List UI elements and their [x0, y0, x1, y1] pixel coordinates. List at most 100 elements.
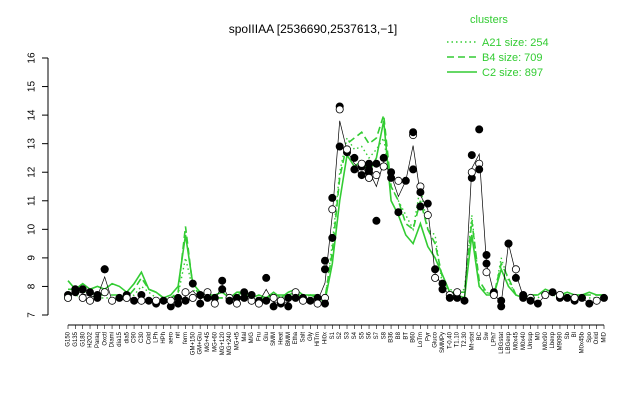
data-point [438, 285, 447, 294]
data-point [372, 216, 381, 225]
x-tick-label: MiD [602, 331, 608, 342]
x-tick-label: GM+150 [190, 331, 196, 355]
data-point [350, 153, 359, 162]
data-point [350, 165, 359, 174]
data-point [269, 293, 278, 302]
data-point [342, 145, 351, 154]
data-point [159, 296, 168, 305]
data-point [482, 259, 491, 268]
x-tick-label: B8 [396, 331, 402, 339]
data-point [291, 293, 300, 302]
data-point [284, 293, 293, 302]
x-tick-label: MG+45 [205, 331, 211, 352]
data-point [431, 273, 440, 282]
data-point [174, 293, 183, 302]
x-tick-label: MG+240 [227, 331, 233, 355]
data-point [108, 296, 117, 305]
data-point [423, 211, 432, 220]
data-point [394, 176, 403, 185]
data-point [482, 250, 491, 259]
y-tick-label: 9 [27, 255, 38, 261]
data-point [78, 285, 87, 294]
data-point [320, 265, 329, 274]
data-point [379, 162, 388, 171]
x-tick-label: Gly [308, 332, 314, 341]
y-tick-label: 7 [27, 312, 38, 318]
data-point [144, 296, 153, 305]
series-line-dashed [68, 114, 604, 299]
data-point [254, 299, 263, 308]
data-point [519, 293, 528, 302]
data-point [497, 296, 506, 305]
data-point [86, 288, 95, 297]
data-point [379, 153, 388, 162]
x-tick-label: Diami [110, 332, 116, 347]
x-tick-label: BT [403, 332, 409, 340]
data-point [218, 285, 227, 294]
data-point [218, 276, 227, 285]
x-tick-label: HPh [161, 332, 167, 344]
data-point [225, 296, 234, 305]
data-point [423, 199, 432, 208]
x-tick-label: MG+t5 [234, 331, 240, 350]
data-point [600, 293, 609, 302]
x-tick-label: BC [477, 331, 483, 340]
data-point [181, 288, 190, 297]
data-point [563, 293, 572, 302]
data-point [482, 268, 491, 277]
x-tick-label: S1 [330, 331, 336, 339]
x-tick-label: MG+60 [212, 331, 218, 352]
data-point [64, 293, 73, 302]
data-point [401, 176, 410, 185]
x-tick-label: Glu [264, 332, 270, 341]
data-point [475, 165, 484, 174]
x-tick-label: Bl [572, 332, 578, 337]
data-point [372, 171, 381, 180]
y-axis: 7 8 9 10 11 12 13 14 15 16 [27, 52, 49, 318]
chart-title: spoIIIAA [2536690,2537613,−1] [229, 22, 397, 36]
data-point [475, 125, 484, 134]
x-tick-label: G135 [73, 331, 79, 346]
x-tick-label: Heat [279, 332, 285, 345]
data-point [166, 296, 175, 305]
data-point [533, 299, 542, 308]
data-point [188, 293, 197, 302]
data-point [269, 302, 278, 311]
data-point [313, 299, 322, 308]
x-tick-label: dia15 [117, 331, 123, 346]
data-point [203, 293, 212, 302]
x-tick-label: Salt [301, 332, 307, 343]
x-tick-label: dia5 [124, 331, 130, 343]
data-point [409, 128, 418, 137]
x-tick-label: S4 [352, 331, 358, 339]
x-tick-label: G150 [66, 331, 72, 346]
x-tick-label: GM+Glu [198, 332, 204, 355]
x-tick-label: M0x40 [521, 331, 527, 350]
data-point [357, 159, 366, 168]
x-tick-label: H2O2 [88, 331, 94, 347]
data-point [460, 296, 469, 305]
data-point [387, 168, 396, 177]
data-point [115, 293, 124, 302]
data-point [188, 279, 197, 288]
data-point [364, 159, 373, 168]
data-point [364, 173, 373, 182]
data-point [284, 302, 293, 311]
x-tick-label: M9090 [558, 331, 564, 350]
data-point [122, 293, 131, 302]
x-tick-label: M0 [535, 331, 541, 340]
legend: clusters A21 size: 254 B4 size: 709 C2 siz… [447, 14, 549, 79]
data-point [306, 296, 315, 305]
x-tick-label: M0x45 [513, 331, 519, 350]
x-tick-label: S7 [374, 331, 380, 339]
series-line-dotted [67, 136, 604, 302]
data-point [93, 290, 102, 299]
x-tick-label: B60 [411, 331, 417, 342]
data-point [372, 159, 381, 168]
x-tick-label: M0x90 [543, 331, 549, 350]
x-tick-label: LPh [154, 332, 160, 343]
data-point [328, 205, 337, 214]
x-tick-label: Spo [587, 331, 593, 342]
data-point [526, 296, 535, 305]
